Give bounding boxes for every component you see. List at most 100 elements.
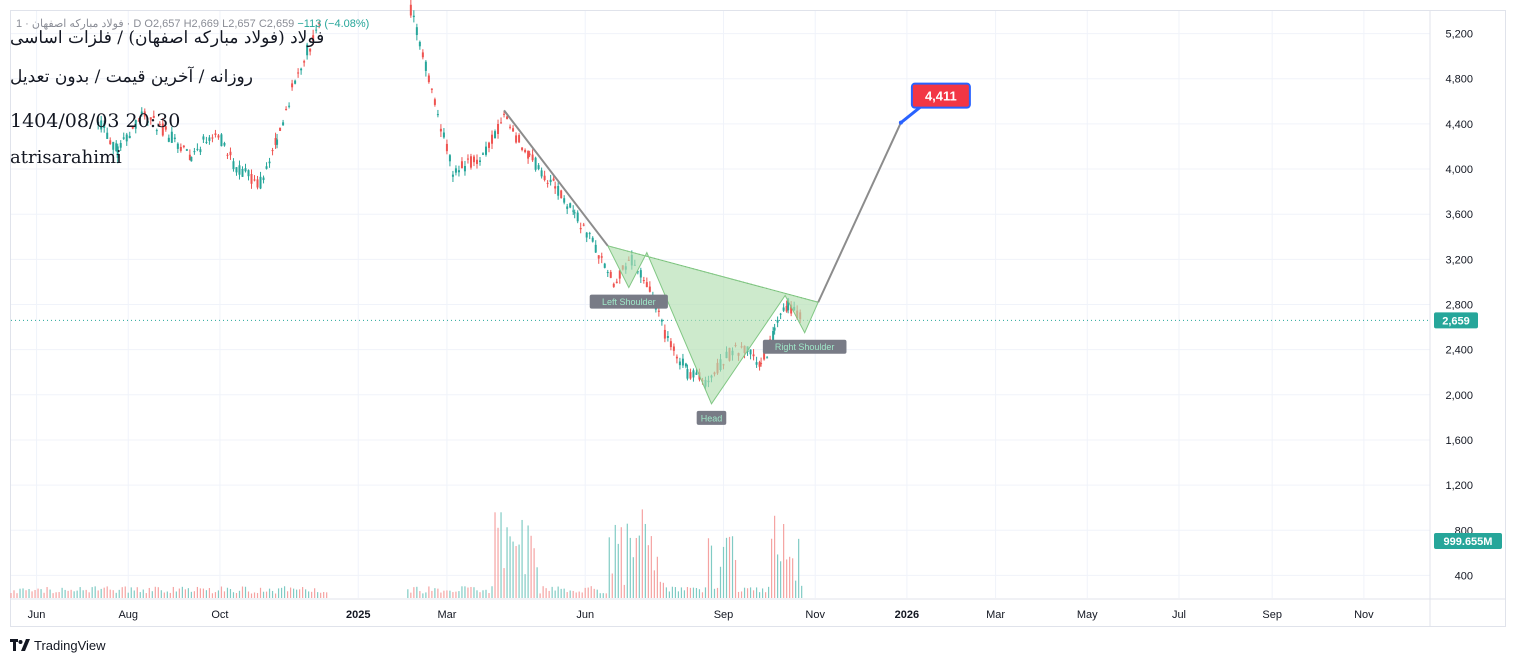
x-tick-label: Jun xyxy=(28,609,46,621)
candle-body xyxy=(772,331,775,343)
trend-line xyxy=(503,109,609,247)
volume-bar xyxy=(743,587,746,598)
volume-bar xyxy=(130,587,132,598)
volume-bar xyxy=(638,535,640,598)
candle-body xyxy=(773,327,776,331)
volume-bar xyxy=(575,592,577,598)
candle-body xyxy=(149,117,152,120)
candle-body xyxy=(238,165,241,175)
volume-bar xyxy=(560,588,562,598)
volume-bar xyxy=(109,589,111,598)
candle-body xyxy=(185,149,188,151)
x-tick-label: Aug xyxy=(118,609,138,621)
x-tick-label: 2026 xyxy=(895,609,919,621)
volume-bar xyxy=(719,566,722,598)
candle-body xyxy=(669,341,672,348)
volume-bar xyxy=(527,525,529,598)
volume-bar xyxy=(795,580,797,598)
candle-body xyxy=(609,271,612,278)
volume-bar xyxy=(542,586,544,598)
volume-bar xyxy=(235,592,238,598)
volume-bar xyxy=(52,593,54,598)
volume-bar xyxy=(241,586,244,598)
candle-body xyxy=(409,4,412,16)
volume-bar xyxy=(774,515,776,598)
candle-body xyxy=(220,134,223,147)
volume-bar xyxy=(771,538,773,598)
y-tick-label: 3,600 xyxy=(1445,209,1473,221)
volume-bar xyxy=(731,536,734,598)
candle-body xyxy=(663,329,666,339)
volume-bar xyxy=(635,537,637,598)
candle-body xyxy=(214,133,217,135)
candle-body xyxy=(457,170,460,173)
candle-body xyxy=(152,115,155,118)
volume-bar xyxy=(704,587,707,598)
candle-body xyxy=(262,177,265,181)
candle-body xyxy=(612,283,615,287)
volume-bar xyxy=(641,509,643,598)
volume-bar xyxy=(326,592,328,598)
volume-label: 999.655M xyxy=(1444,536,1493,548)
last-price-badge xyxy=(1434,312,1478,329)
volume-bar xyxy=(16,593,18,598)
candle-body xyxy=(158,124,161,126)
candle-body xyxy=(282,122,285,126)
volume-bar xyxy=(644,523,646,598)
volume-bar xyxy=(608,537,610,598)
y-tick-label: 4,000 xyxy=(1445,164,1473,176)
candle-body xyxy=(755,362,758,365)
volume-bar xyxy=(268,588,271,598)
volume-bar xyxy=(659,581,661,598)
volume-bar xyxy=(118,589,120,598)
pattern-label: Head xyxy=(696,410,727,425)
volume-bar xyxy=(623,584,625,598)
candle-body xyxy=(597,255,600,259)
candle-body xyxy=(256,179,259,188)
candle-body xyxy=(531,154,534,161)
axis-layer: 4008001,2001,6002,0002,4002,8003,2003,60… xyxy=(10,10,1506,626)
volume-bar xyxy=(467,587,469,598)
candle-body xyxy=(554,186,557,189)
volume-bar xyxy=(533,548,535,598)
pattern-label-text: Head xyxy=(701,413,723,423)
volume-bar xyxy=(181,586,183,598)
volume-bar xyxy=(509,536,511,598)
volume-bar xyxy=(500,512,502,598)
volume-bar xyxy=(106,586,108,598)
candle-body xyxy=(660,319,663,322)
candle-body xyxy=(657,310,660,312)
candle-body xyxy=(164,126,167,130)
volume-bar xyxy=(196,586,198,598)
grid-layer xyxy=(11,11,1430,598)
volume-bar xyxy=(323,591,325,598)
y-tick-label: 400 xyxy=(1455,570,1473,582)
candle-body xyxy=(639,270,642,278)
candle-body xyxy=(600,256,603,258)
volume-bar xyxy=(683,590,686,598)
pattern-label: Left Shoulder xyxy=(589,294,668,309)
volume-bar xyxy=(752,590,755,598)
brand-name: TradingView xyxy=(34,637,106,653)
volume-bar xyxy=(647,545,649,598)
volume-bar xyxy=(530,535,532,598)
candle-body xyxy=(686,369,689,379)
candle-body xyxy=(309,48,312,52)
candle-body xyxy=(469,156,472,168)
candle-body xyxy=(494,131,497,139)
candle-body xyxy=(776,319,779,323)
volume-bar xyxy=(503,568,505,598)
volume-bar xyxy=(482,590,484,598)
volume-bar xyxy=(58,592,60,598)
candle-body xyxy=(97,121,100,126)
candle-body xyxy=(285,108,288,110)
volume-bar xyxy=(25,590,27,598)
volume-bar xyxy=(419,591,421,598)
volume-bar xyxy=(127,592,129,598)
volume-bar xyxy=(497,527,499,598)
volume-bar xyxy=(112,590,114,598)
tradingview-brand[interactable]: TradingView xyxy=(10,637,106,653)
volume-bar xyxy=(557,586,559,598)
candle-body xyxy=(695,372,698,375)
